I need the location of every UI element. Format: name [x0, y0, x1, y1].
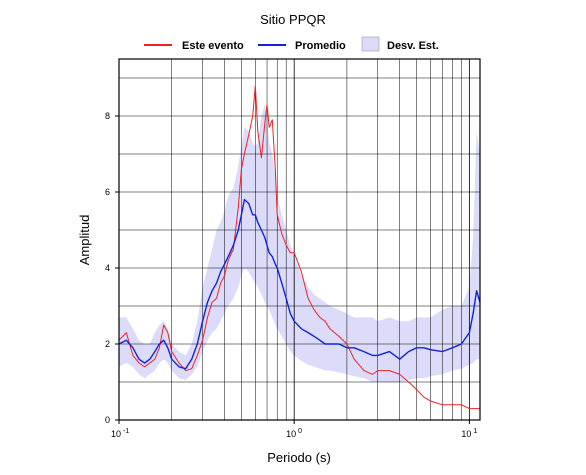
- x-tick-label: 10: [286, 429, 296, 439]
- y-tick-label: 4: [105, 263, 110, 273]
- x-axis-label: Periodo (s): [267, 450, 331, 465]
- chart-title: Sitio PPQR: [260, 12, 326, 27]
- series-line-este-evento: [118, 85, 480, 410]
- y-axis-label: Amplitud: [77, 215, 92, 266]
- legend-label-promedio: Promedio: [295, 40, 346, 52]
- legend-swatch-desv-est: [361, 36, 380, 52]
- std-dev-band: [119, 104, 480, 382]
- y-tick-label: 0: [105, 415, 110, 425]
- x-tick-label-exponent: 1: [473, 428, 477, 435]
- legend-label-desv-est: Desv. Est.: [387, 40, 439, 52]
- series-line-promedio: [118, 198, 481, 370]
- plot-frame: [118, 58, 481, 421]
- x-tick-label: 10: [111, 429, 121, 439]
- y-tick-label: 6: [105, 187, 110, 197]
- legend-label-este-evento: Este evento: [182, 40, 244, 52]
- legend: Este evento Promedio Desv. Est.: [144, 36, 439, 52]
- y-tick-label: 8: [105, 111, 110, 121]
- x-tick-label-exponent: 0: [298, 428, 302, 435]
- y-tick-label: 2: [105, 339, 110, 349]
- x-tick-label: 10: [461, 429, 471, 439]
- x-tick-label-exponent: -1: [123, 428, 129, 435]
